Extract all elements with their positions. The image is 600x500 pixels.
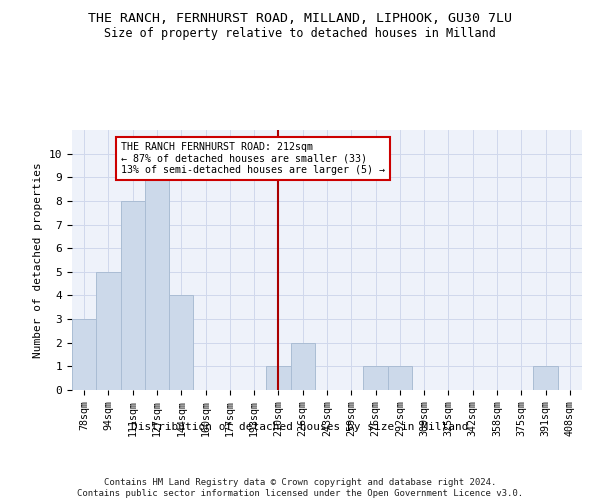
Text: Contains HM Land Registry data © Crown copyright and database right 2024.
Contai: Contains HM Land Registry data © Crown c…	[77, 478, 523, 498]
Text: THE RANCH FERNHURST ROAD: 212sqm
← 87% of detached houses are smaller (33)
13% o: THE RANCH FERNHURST ROAD: 212sqm ← 87% o…	[121, 142, 385, 175]
Bar	[145, 178, 169, 390]
Y-axis label: Number of detached properties: Number of detached properties	[33, 162, 43, 358]
Bar	[121, 201, 145, 390]
Text: THE RANCH, FERNHURST ROAD, MILLAND, LIPHOOK, GU30 7LU: THE RANCH, FERNHURST ROAD, MILLAND, LIPH…	[88, 12, 512, 26]
Bar	[388, 366, 412, 390]
Bar	[96, 272, 121, 390]
Bar	[364, 366, 388, 390]
Bar	[290, 342, 315, 390]
Bar	[72, 319, 96, 390]
Bar	[266, 366, 290, 390]
Text: Size of property relative to detached houses in Milland: Size of property relative to detached ho…	[104, 28, 496, 40]
Bar	[533, 366, 558, 390]
Text: Distribution of detached houses by size in Milland: Distribution of detached houses by size …	[131, 422, 469, 432]
Bar	[169, 296, 193, 390]
